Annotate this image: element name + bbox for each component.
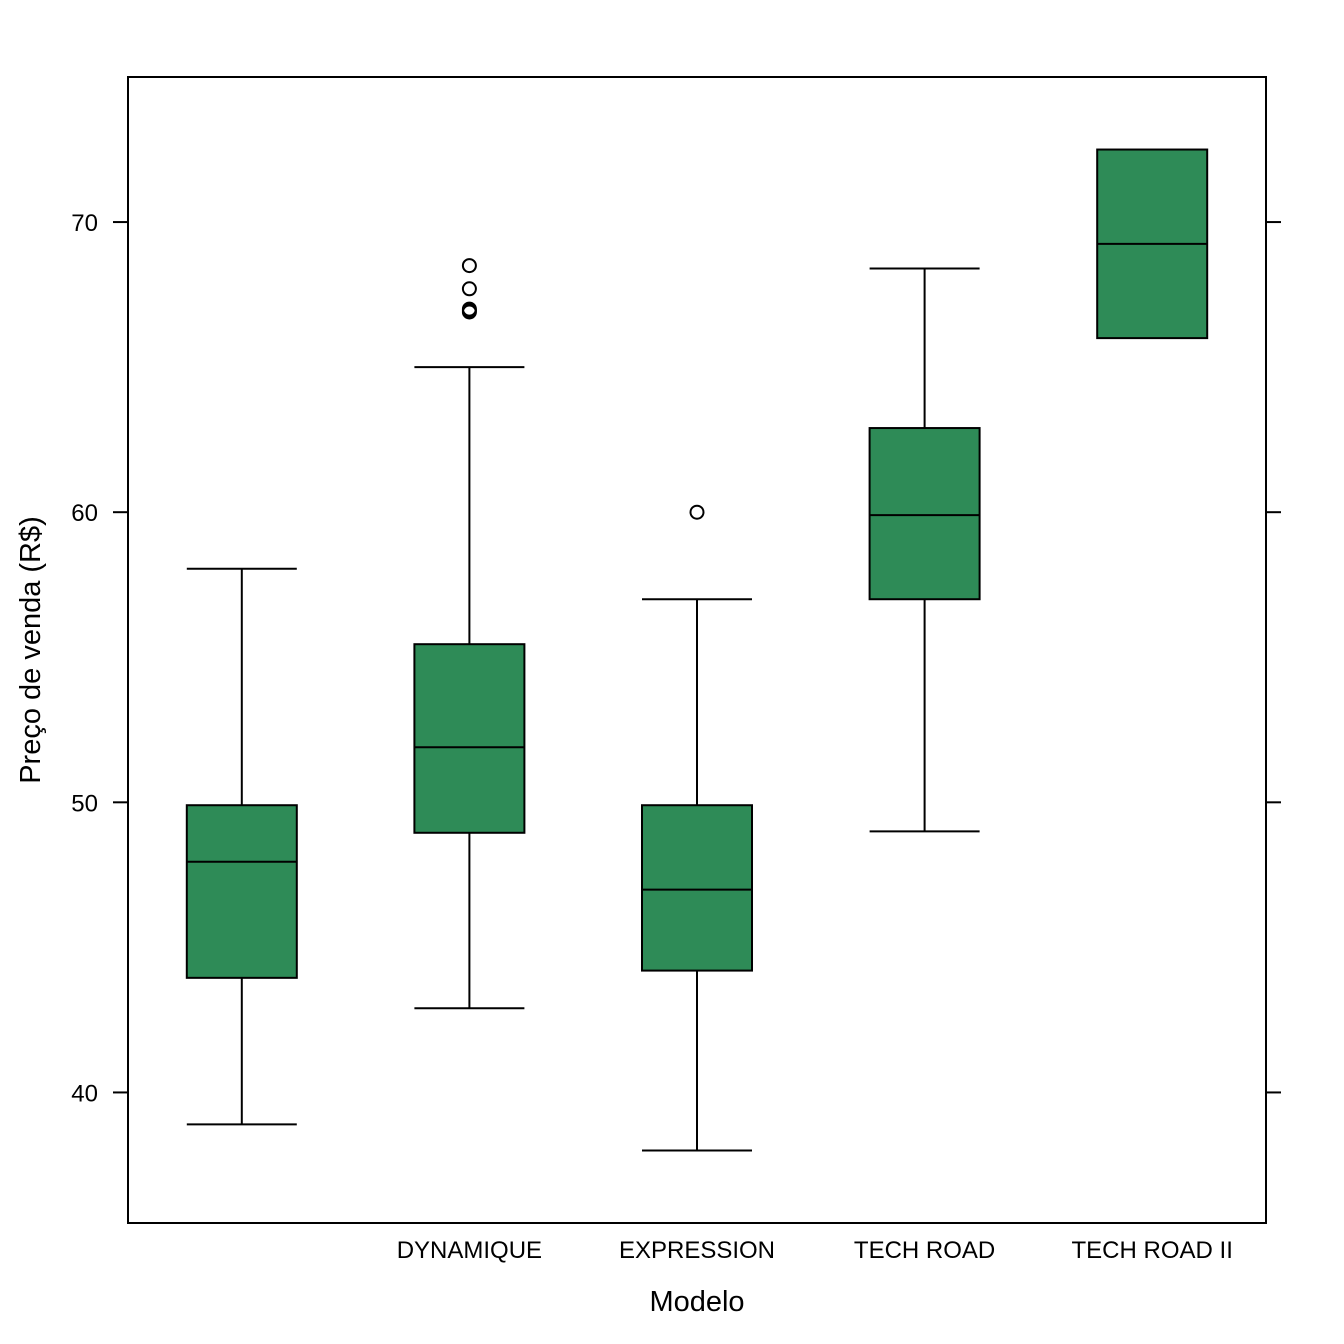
outlier-point: [461, 258, 477, 274]
x-category-label: DYNAMIQUE: [397, 1237, 542, 1264]
y-tick-label: 50: [71, 790, 98, 817]
box-iqr: [868, 427, 981, 601]
outlier-point: [689, 504, 705, 520]
outlier-point: [461, 301, 477, 317]
y-tick-label: 40: [71, 1080, 98, 1107]
y-tick-label: 60: [71, 500, 98, 527]
x-category-label: TECH ROAD II: [1072, 1237, 1233, 1264]
chart-marks: 40 50 60 70 DYNAMIQUE EXPRESSION TECH ROAD TECH…: [71, 148, 1281, 1264]
box-iqr: [413, 643, 526, 834]
box-iqr: [185, 804, 298, 979]
outlier-point: [461, 281, 477, 297]
y-axis-title: Preço de venda (R$): [15, 516, 47, 784]
x-category-label: TECH ROAD: [854, 1237, 995, 1264]
box-iqr: [641, 804, 753, 972]
x-category-label: EXPRESSION: [619, 1237, 775, 1264]
x-axis-title: Modelo: [649, 1286, 744, 1318]
y-tick-label: 70: [71, 210, 98, 237]
plot-frame: [127, 76, 1267, 1224]
